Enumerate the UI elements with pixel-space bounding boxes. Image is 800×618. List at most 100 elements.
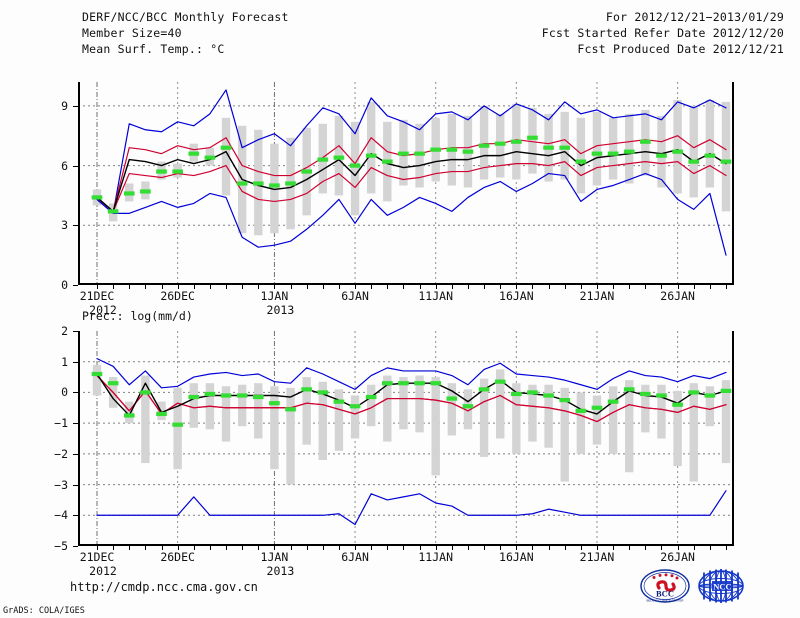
page-title: DERF/NCC/BCC Monthly Forecast [82,10,289,24]
website-url[interactable]: http://cmdp.ncc.cma.gov.cn [70,580,258,594]
temperature-x-tick-mark [209,285,211,289]
temperature-x-tick-mark [451,285,453,289]
temperature-y-tick-mark [73,165,78,167]
precipitation-x-tick-mark [306,546,308,550]
temperature-x-tick-mark [645,285,647,289]
precipitation-x-tick-mark [322,546,324,550]
temperature-x-tick-mark [709,285,711,289]
precipitation-x-tick-mark [580,546,582,550]
temperature-x-tick-mark [97,285,98,289]
ncc-logo: NCC [696,568,746,604]
precipitation-x-tick-mark [129,546,131,550]
precipitation-x-tick-mark [209,546,211,550]
precipitation-y-tick-label: −5 [54,539,68,553]
precipitation-y-tick-mark [73,423,78,425]
temperature-x-year-label: 2013 [266,303,295,317]
temperature-x-tick-mark [564,285,566,289]
precipitation-x-tick-mark [661,546,663,550]
precipitation-x-tick-label: 26DEC [160,550,195,564]
temperature-x-tick-mark [161,285,163,289]
precipitation-y-tick-label: −4 [54,508,68,523]
temperature-x-tick-mark [322,285,324,289]
temperature-x-tick-mark [355,285,357,289]
temperature-x-tick-mark [242,285,244,289]
temperature-plot-frame [78,82,734,285]
precipitation-y-tick-label: −3 [54,477,68,492]
temperature-x-tick-mark [403,285,405,289]
precipitation-x-tick-mark [435,546,437,550]
precipitation-x-tick-mark [516,546,518,550]
temperature-x-tick-mark [726,285,727,289]
temperature-variable-label: Mean Surf. Temp.: °C [82,42,225,56]
precipitation-x-tick-mark [484,546,486,550]
temperature-x-tick-mark [177,285,179,289]
precipitation-x-tick-label: 26JAN [660,550,695,564]
precipitation-x-tick-mark [371,546,373,550]
precipitation-x-tick-label: 21JAN [579,550,615,564]
precipitation-x-year-label: 2013 [266,564,295,578]
precipitation-y-tick-mark [73,361,78,363]
temperature-x-tick-mark [693,285,695,289]
temperature-x-tick-mark [145,285,147,289]
temperature-x-tick-mark [677,285,679,289]
temperature-x-tick-mark [113,285,115,289]
precipitation-x-tick-mark [629,546,631,550]
precipitation-y-tick-mark [73,453,78,455]
temperature-x-tick-label: 1JAN [260,289,289,303]
temperature-x-tick-label: 6JAN [341,289,369,303]
precipitation-x-tick-label: 1JAN [260,550,289,564]
temperature-x-tick-mark [193,285,195,289]
precipitation-x-tick-mark [709,546,711,550]
precipitation-x-tick-mark [97,546,98,550]
precipitation-y-tick-label: 2 [61,324,68,338]
precipitation-x-tick-mark [596,546,598,550]
temperature-x-tick-mark [661,285,663,289]
precipitation-x-tick-mark [242,546,244,550]
precipitation-x-tick-mark [645,546,647,550]
bcc-logo: BCC BEIJING CLIMATE CENTER [640,568,690,604]
precipitation-variable-label: Prec.: log(mm/d) [82,309,193,323]
produced-date-label: Fcst Produced Date 2012/12/21 [577,42,784,56]
precipitation-x-tick-mark [677,546,679,550]
temperature-x-tick-mark [274,285,276,289]
precipitation-y-tick-mark [73,392,78,394]
precipitation-x-tick-label: 21DEC [79,550,115,564]
precipitation-x-tick-mark [726,546,727,550]
precipitation-x-tick-mark [226,546,228,550]
precipitation-x-tick-label: 6JAN [341,550,369,564]
temperature-y-tick-label: 0 [61,278,68,292]
temperature-x-tick-mark [258,285,260,289]
precipitation-x-tick-mark [403,546,405,550]
temperature-x-tick-mark [580,285,582,289]
temperature-y-tick-mark [73,285,78,286]
temperature-x-tick-mark [290,285,292,289]
precipitation-x-tick-mark [193,546,195,550]
precipitation-y-tick-mark [73,546,78,547]
precipitation-x-tick-mark [500,546,502,550]
temperature-x-tick-label: 16JAN [499,289,534,303]
temperature-x-tick-mark [419,285,421,289]
precipitation-x-tick-mark [161,546,163,550]
precipitation-x-tick-mark [548,546,550,550]
logo-group: BCC BEIJING CLIMATE CENTER [640,568,752,604]
temperature-x-tick-mark [226,285,228,289]
temperature-x-tick-label: 21DEC [79,289,115,303]
precipitation-x-tick-mark [258,546,260,550]
precipitation-x-tick-mark [145,546,147,550]
temperature-x-tick-mark [387,285,389,289]
temperature-x-tick-label: 26JAN [660,289,695,303]
temperature-y-tick-mark [73,105,78,107]
temperature-x-tick-mark [467,285,469,289]
temperature-x-tick-mark [500,285,502,289]
svg-text:BEIJING CLIMATE CENTER: BEIJING CLIMATE CENTER [646,598,683,602]
precipitation-y-tick-mark [73,515,78,517]
temperature-chart [78,82,734,285]
temperature-x-tick-mark [548,285,550,289]
temperature-x-tick-mark [306,285,308,289]
precipitation-x-tick-mark [467,546,469,550]
precipitation-x-year-label: 2012 [89,564,117,578]
temperature-x-tick-mark [435,285,437,289]
grads-credit: GrADS: COLA/IGES [3,606,85,616]
temperature-x-tick-label: 26DEC [160,289,195,303]
temperature-y-tick-mark [73,225,78,227]
